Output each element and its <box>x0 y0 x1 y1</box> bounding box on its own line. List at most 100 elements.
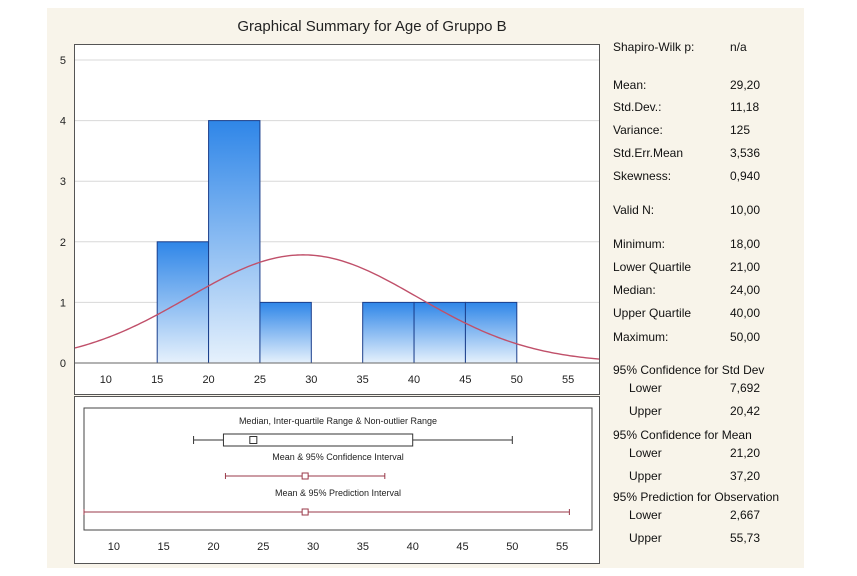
stat-value: 0,940 <box>730 169 761 183</box>
stat-label: Lower Quartile <box>613 260 692 274</box>
interval-row-label: Mean & 95% Confidence Interval <box>272 452 404 462</box>
stat-row-std-err-mean: Std.Err.Mean 3,536 <box>613 146 813 162</box>
x-tick-label: 55 <box>556 541 568 553</box>
histogram-bar <box>156 241 210 364</box>
y-tick-label: 0 <box>60 358 66 370</box>
stat-row-mean: Mean: 29,20 <box>613 78 813 94</box>
normal-fit-curve <box>74 254 600 360</box>
stat-label: Skewness: <box>613 169 672 183</box>
stat-row-minimum: Minimum: 18,00 <box>613 237 813 253</box>
stat-value: 11,18 <box>730 100 760 114</box>
stat-row-valid-n: Valid N: 10,00 <box>613 203 813 219</box>
stat-label: Upper Quartile <box>613 306 692 320</box>
x-tick-label: 30 <box>305 374 317 386</box>
x-tick-label: 30 <box>307 541 319 553</box>
x-tick-label: 20 <box>202 374 214 386</box>
mean-marker <box>301 508 309 516</box>
x-tick-label: 10 <box>108 541 120 553</box>
stat-value: 2,667 <box>730 508 761 522</box>
x-tick-label: 55 <box>562 374 574 386</box>
x-tick-label: 45 <box>456 541 468 553</box>
x-tick-label: 10 <box>100 374 112 386</box>
stat-label: Shapiro-Wilk p: <box>613 40 695 54</box>
stat-label: Lower <box>629 446 662 460</box>
ci-std-lower-row: Lower 7,692 <box>613 381 813 397</box>
stat-row-skewness: Skewness: 0,940 <box>613 169 813 185</box>
ci-std-upper-row: Upper 20,42 <box>613 404 813 420</box>
y-tick-label: 1 <box>60 297 66 309</box>
stat-label: Minimum: <box>613 237 666 251</box>
interval-row-label: Mean & 95% Prediction Interval <box>275 488 401 498</box>
median-marker <box>249 436 258 444</box>
interval-plot-frame <box>83 407 593 531</box>
stat-value: 20,42 <box>730 404 761 418</box>
histogram-bar <box>259 301 312 364</box>
x-tick-label: 20 <box>207 541 219 553</box>
boxplot-frame <box>74 396 600 564</box>
histogram-bar <box>362 301 415 364</box>
stat-row-shapiro-wilk: Shapiro-Wilk p: n/a <box>613 40 813 56</box>
stat-value: 40,00 <box>730 306 761 320</box>
ci-mean-heading: 95% Confidence for Mean <box>613 428 752 442</box>
stat-row-median: Median: 24,00 <box>613 283 813 299</box>
chart-title: Graphical Summary for Age of Gruppo B <box>237 18 507 35</box>
stat-value: 37,20 <box>730 469 761 483</box>
x-tick-label: 35 <box>357 374 369 386</box>
stat-row-variance: Variance: 125 <box>613 123 813 139</box>
x-tick-label: 35 <box>357 541 369 553</box>
stat-value: 7,692 <box>730 381 761 395</box>
stat-label: Median: <box>613 283 656 297</box>
stat-row-upper-quartile: Upper Quartile 40,00 <box>613 306 813 322</box>
x-tick-label: 25 <box>254 374 266 386</box>
stat-label: Lower <box>629 381 662 395</box>
stat-label: Std.Err.Mean <box>613 146 684 160</box>
stat-value: 24,00 <box>730 283 761 297</box>
x-tick-label: 15 <box>151 374 163 386</box>
x-tick-label: 40 <box>408 374 420 386</box>
stat-label: Upper <box>629 469 662 483</box>
stat-label: Upper <box>629 404 662 418</box>
x-tick-label: 15 <box>158 541 170 553</box>
stat-row-std-dev: Std.Dev.: 11,18 <box>613 100 813 116</box>
histogram-bar <box>464 301 518 364</box>
stat-row-lower-quartile: Lower Quartile 21,00 <box>613 260 813 276</box>
stat-label: Valid N: <box>613 203 655 217</box>
pi-obs-upper-row: Upper 55,73 <box>613 531 813 547</box>
iqr-box <box>222 433 414 447</box>
stat-label: Upper <box>629 531 662 545</box>
stat-label: Variance: <box>613 123 663 137</box>
y-tick-label: 3 <box>60 176 66 188</box>
x-tick-label: 25 <box>257 541 269 553</box>
stat-value: 125 <box>730 123 751 137</box>
stat-value: 21,20 <box>730 446 761 460</box>
ci-std-heading: 95% Confidence for Std Dev <box>613 363 765 377</box>
x-tick-label: 40 <box>407 541 419 553</box>
x-tick-label: 45 <box>459 374 471 386</box>
histogram-bar <box>413 301 466 364</box>
x-tick-label: 50 <box>511 374 523 386</box>
stat-label: Mean: <box>613 78 647 92</box>
y-tick-label: 2 <box>60 237 66 249</box>
stat-label: Std.Dev.: <box>613 100 662 114</box>
x-tick-label: 50 <box>506 541 518 553</box>
ci-mean-lower-row: Lower 21,20 <box>613 446 813 462</box>
stat-value: 18,00 <box>730 237 761 251</box>
stat-row-maximum: Maximum: 50,00 <box>613 330 813 346</box>
stat-value: 10,00 <box>730 203 761 217</box>
stat-value: 50,00 <box>730 330 761 344</box>
stat-value: 55,73 <box>730 531 761 545</box>
y-tick-label: 5 <box>60 55 66 67</box>
pi-obs-heading: 95% Prediction for Observation <box>613 490 780 504</box>
stat-label: Maximum: <box>613 330 669 344</box>
pi-obs-lower-row: Lower 2,667 <box>613 508 813 524</box>
ci-mean-upper-row: Upper 37,20 <box>613 469 813 485</box>
histogram-bar <box>208 120 261 364</box>
stat-value: 29,20 <box>730 78 761 92</box>
y-tick-label: 4 <box>60 116 66 128</box>
stat-value: 3,536 <box>730 146 761 160</box>
stat-label: Lower <box>629 508 662 522</box>
interval-row-label: Median, Inter-quartile Range & Non-outli… <box>239 416 437 426</box>
mean-marker <box>301 472 309 480</box>
